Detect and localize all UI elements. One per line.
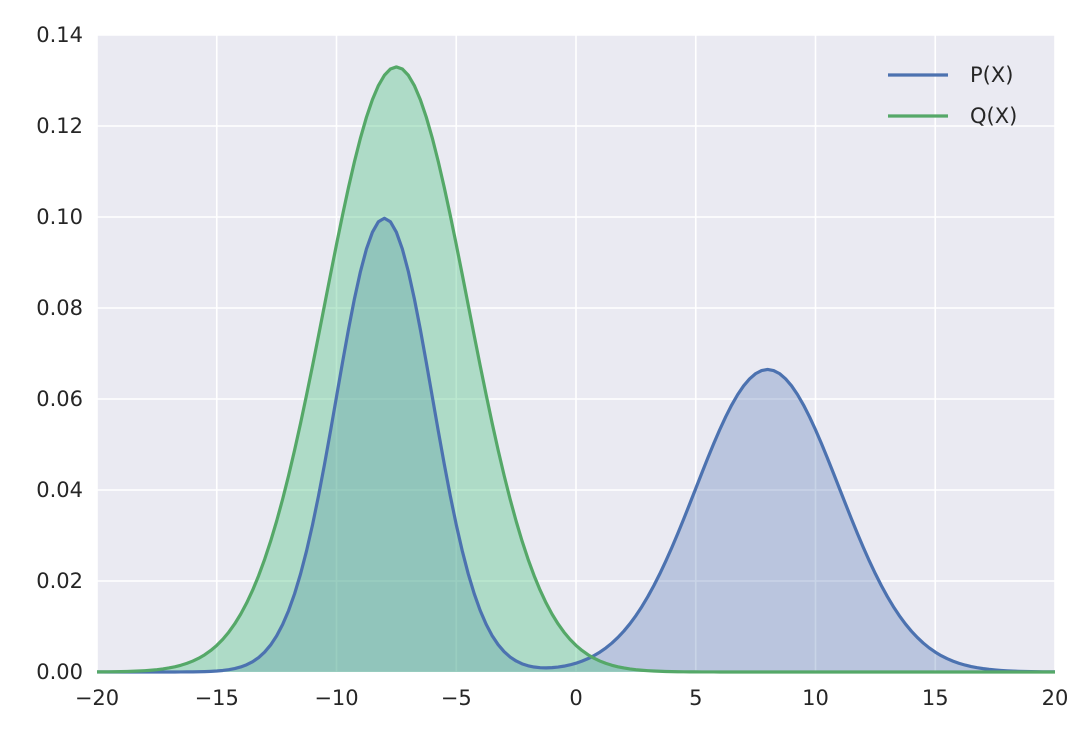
x-tick-label: −20 [75,686,119,710]
legend-label-px: P(X) [970,63,1013,87]
x-tick-labels: −20 −15 −10 −5 0 5 10 15 20 [75,686,1069,710]
y-tick-label: 0.08 [36,296,83,320]
y-tick-label: 0.02 [36,569,83,593]
legend-label-qx: Q(X) [970,104,1017,128]
x-tick-label: 0 [569,686,582,710]
y-tick-label: 0.06 [36,387,83,411]
series-area-qx [97,66,1055,672]
x-tick-label: 5 [689,686,702,710]
y-tick-label: 0.14 [36,23,83,47]
x-tick-label: 10 [802,686,829,710]
series-line-qx [96,65,1055,674]
x-tick-label: −5 [441,686,472,710]
legend: P(X) Q(X) [888,63,1017,128]
series-fills [97,66,1055,672]
y-tick-label: 0.12 [36,114,83,138]
x-tick-label: 15 [922,686,949,710]
y-tick-label: 0.04 [36,478,83,502]
x-tick-label: −10 [314,686,358,710]
y-tick-label: 0.10 [36,205,83,229]
series-line-px [97,216,1056,674]
y-tick-label: 0.00 [36,660,83,684]
x-tick-label: −15 [195,686,239,710]
series-lines [96,65,1056,674]
series-area-px [97,218,1055,672]
x-tick-label: 20 [1042,686,1069,710]
y-tick-labels: 0.00 0.02 0.04 0.06 0.08 0.10 0.12 0.14 [36,23,83,684]
